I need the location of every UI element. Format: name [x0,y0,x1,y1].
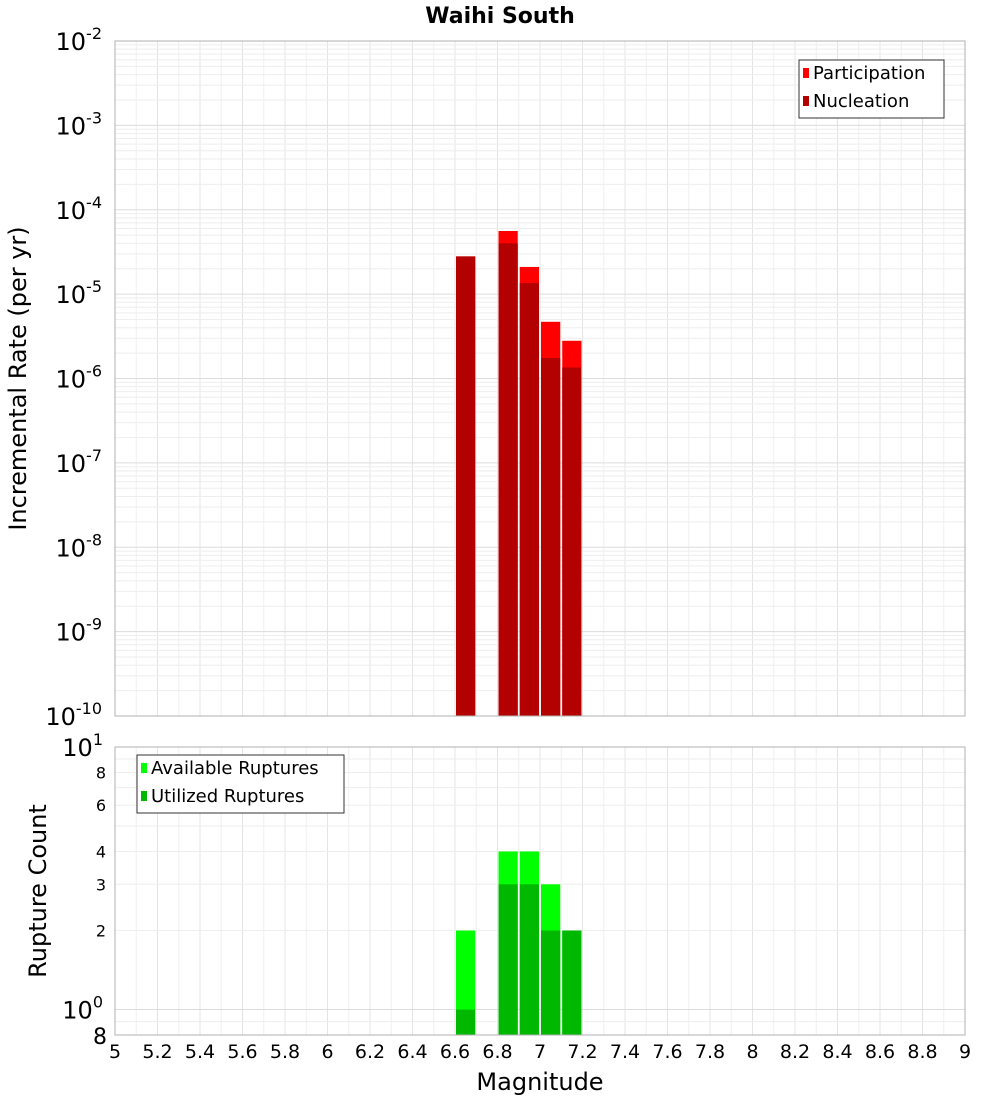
x-tick-label: 8.4 [822,1041,852,1063]
count-bar-outer [456,930,476,1035]
count-bar-inner [519,884,539,1035]
x-tick-label: 8.6 [865,1041,895,1063]
tick-base: 10 [62,734,93,762]
tick-exponent: -5 [86,277,102,296]
tick-base: 10 [56,450,87,478]
x-tick-label: 7.4 [610,1041,640,1063]
count-bar-inner [456,1009,476,1035]
x-tick-label: 6.6 [440,1041,470,1063]
rate-y-axis-label: Incremental Rate (per yr) [4,226,32,530]
count-y-tick-label: 2 [96,922,106,941]
legend-label: Available Ruptures [151,758,319,779]
rate-bar-inner [519,283,539,716]
x-tick-label: 7.6 [652,1041,682,1063]
x-tick-label: 7.8 [695,1041,725,1063]
tick-base: 10 [56,112,87,140]
tick-exponent: -7 [86,446,102,465]
x-tick-label: 8.2 [780,1041,810,1063]
x-tick-label: 7.2 [567,1041,597,1063]
count-y-tick-label: 101 [62,730,103,762]
tick-exponent: -10 [76,699,102,718]
legend-swatch [141,791,147,801]
rate-y-tick-label: 10-7 [56,446,103,478]
tick-base: 10 [45,703,76,731]
legend-swatch [803,68,809,78]
rate-plot-frame [114,40,966,717]
x-tick-label: 8 [746,1041,758,1063]
legend-swatch [141,763,147,773]
x-tick-label: 5.8 [270,1041,300,1063]
x-tick-label: 5.6 [227,1041,257,1063]
count-bar-inner [541,930,561,1035]
count-bar-inner [498,884,518,1035]
legend-swatch [803,96,809,106]
tick-base: 10 [56,619,87,647]
count-y-tick-label: 4 [96,842,106,861]
rate-grid [114,41,966,717]
x-tick-label: 6 [321,1041,333,1063]
legend-box [136,754,345,814]
tick-base: 10 [56,534,87,562]
rate-legend: Participation Nucleation [798,59,945,119]
x-tick-label: 7 [534,1041,546,1063]
x-tick-label: 5 [109,1041,121,1063]
rate-y-tick-label: 10-8 [56,530,103,562]
x-tick-label: 5.2 [142,1041,172,1063]
count-y-tick-label: 8 [96,763,106,782]
rate-y-tick-label: 10-9 [56,615,103,647]
legend-label: Nucleation [813,91,909,112]
rate-bars [456,230,582,717]
rate-bar-inner [456,256,476,716]
count-bars [456,851,582,1035]
count-legend: Available Ruptures Utilized Ruptures [136,754,345,814]
x-tick-label: 6.2 [355,1041,385,1063]
count-bar-inner [562,930,582,1035]
x-axis-ticks: 5 5.2 5.4 5.6 5.8 6 6.2 6.4 6.6 6.8 7 7.2 7.4 7.6 7.8 8… [109,1041,971,1063]
tick-base: 10 [56,28,87,56]
tick-exponent: 1 [93,730,103,749]
x-tick-label: 6.4 [397,1041,427,1063]
tick-base: 10 [56,197,87,225]
tick-base: 10 [62,997,93,1025]
tick-base: 10 [56,281,87,309]
x-tick-label: 8.8 [907,1041,937,1063]
x-tick-label: 6.8 [482,1041,512,1063]
x-tick-label: 9 [959,1041,971,1063]
tick-exponent: -3 [86,108,102,127]
rate-y-tick-label: 10-2 [56,24,103,56]
legend-label: Participation [813,63,925,84]
tick-exponent: -8 [86,530,102,549]
count-y-tick-label: 3 [96,875,106,894]
rate-y-tick-label: 10-3 [56,108,103,140]
rate-bar-inner [562,367,582,716]
rate-y-tick-label: 10-4 [56,193,103,225]
legend-box [798,59,945,119]
count-plot-frame [114,746,966,1036]
tick-exponent: 0 [93,993,103,1012]
count-y-axis-label: Rupture Count [24,804,52,978]
rate-y-tick-label: 10-10 [45,699,102,731]
rate-bar-inner [498,243,518,717]
tick-exponent: -9 [86,615,102,634]
chart-title: Waihi South [425,4,575,29]
count-y-tick-label: 6 [96,796,106,815]
rate-bar-inner [541,357,561,716]
x-axis-label: Magnitude [476,1068,603,1096]
tick-exponent: -6 [86,362,102,381]
legend-label: Utilized Ruptures [151,786,304,807]
tick-exponent: -4 [86,193,102,212]
rate-y-tick-label: 10-6 [56,362,103,394]
x-tick-label: 5.4 [185,1041,215,1063]
count-y-tick-label: 100 [62,993,103,1025]
tick-base: 10 [56,366,87,394]
count-y-tick-label: 8 [93,1025,107,1050]
tick-exponent: -2 [86,24,102,43]
rate-y-tick-label: 10-5 [56,277,103,309]
